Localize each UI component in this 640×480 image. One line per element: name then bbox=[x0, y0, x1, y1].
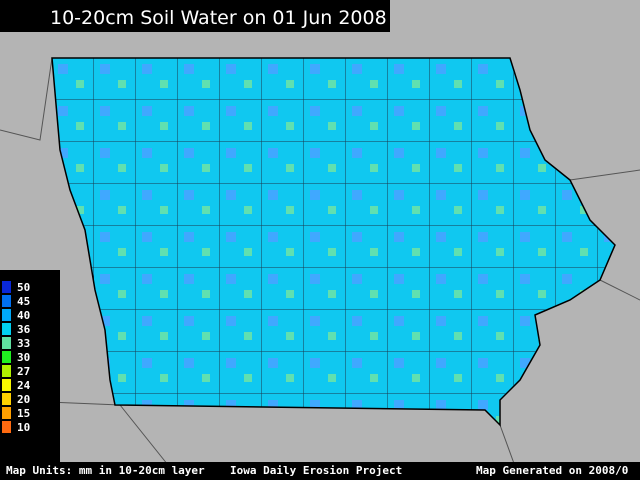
footer-units: Map Units: mm in 10-20cm layer bbox=[6, 464, 205, 477]
legend-label: 30 bbox=[17, 351, 30, 364]
legend-swatch bbox=[2, 309, 11, 321]
map-title: 10-20cm Soil Water on 01 Jun 2008 bbox=[50, 7, 387, 29]
title-bar bbox=[0, 0, 390, 32]
footer-generated: Map Generated on 2008/0 bbox=[476, 464, 628, 477]
legend-label: 10 bbox=[17, 421, 30, 434]
legend-swatch bbox=[2, 351, 11, 363]
legend-label: 20 bbox=[17, 393, 30, 406]
legend-label: 45 bbox=[17, 295, 30, 308]
legend-swatch bbox=[2, 337, 11, 349]
legend-label: 36 bbox=[17, 323, 31, 336]
footer-project: Iowa Daily Erosion Project bbox=[230, 464, 402, 477]
legend-label: 27 bbox=[17, 365, 30, 378]
legend-swatch bbox=[2, 323, 11, 335]
legend-swatch bbox=[2, 421, 11, 433]
legend-label: 40 bbox=[17, 309, 30, 322]
legend-swatch bbox=[2, 281, 11, 293]
legend-swatch bbox=[2, 365, 11, 377]
iowa-state bbox=[51, 57, 616, 427]
legend-label: 15 bbox=[17, 407, 30, 420]
legend-label: 33 bbox=[17, 337, 30, 350]
legend-swatch bbox=[2, 295, 11, 307]
legend-swatch bbox=[2, 393, 11, 405]
legend-label: 50 bbox=[17, 281, 30, 294]
legend-swatch bbox=[2, 379, 11, 391]
legend-label: 24 bbox=[17, 379, 31, 392]
legend-swatch bbox=[2, 407, 11, 419]
footer-bar bbox=[0, 462, 640, 480]
